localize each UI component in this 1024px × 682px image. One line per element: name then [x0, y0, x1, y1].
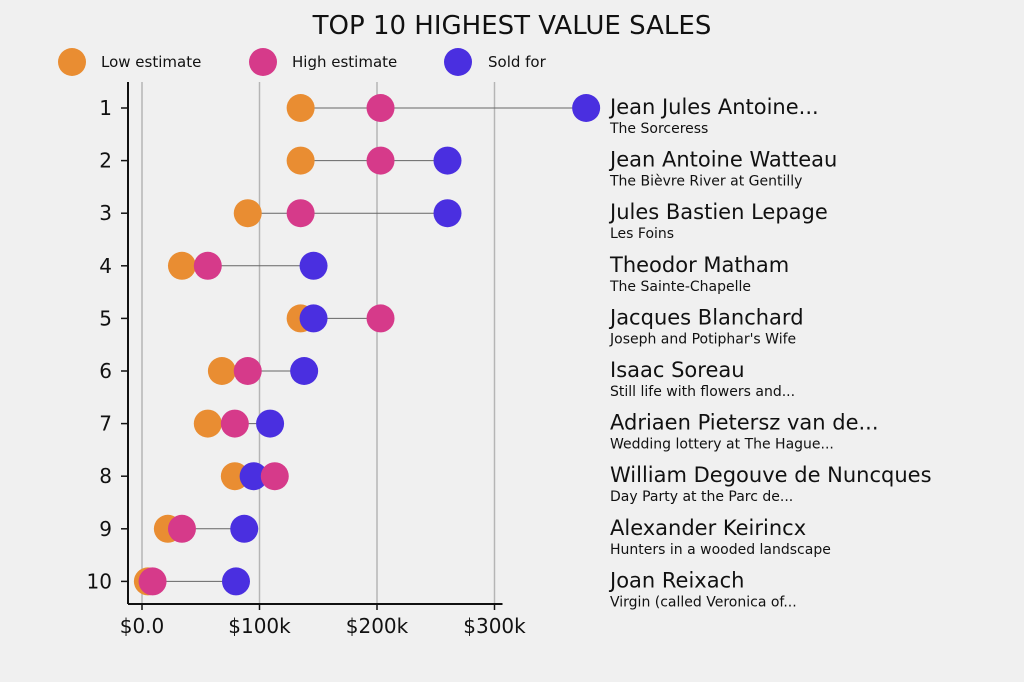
row-4: 4 Theodor Matham The Sainte-Chapelle	[99, 251, 789, 295]
row-5: 5 Jacques Blanchard Joseph and Potiphar's …	[99, 304, 804, 347]
high-marker	[366, 304, 395, 333]
row-10: 10 Joan Reixach Virgin (called Veronica of…	[87, 567, 797, 610]
legend-label-low: Low estimate	[101, 53, 201, 71]
low-marker	[193, 409, 222, 438]
artwork-title: Hunters in a wooded landscape	[610, 542, 831, 558]
artwork-title: Wedding lottery at The Hague...	[610, 437, 834, 453]
artwork-title: Virgin (called Veronica of...	[610, 594, 797, 610]
sold-marker	[572, 94, 601, 122]
high-marker	[138, 567, 167, 596]
low-marker	[207, 357, 236, 385]
high-marker	[366, 146, 395, 175]
legend: Low estimate High estimate Sold for	[58, 48, 547, 76]
high-marker	[220, 409, 249, 438]
artwork-title: Day Party at the Parc de...	[610, 489, 793, 505]
sold-marker	[433, 146, 462, 175]
legend-marker-high	[249, 48, 277, 76]
axes: $0.0 $100k $200k $300k	[120, 82, 526, 638]
high-marker	[233, 357, 262, 385]
row-7: 7 Adriaen Pietersz van de... Wedding lotte…	[99, 409, 879, 453]
artist-name: Theodor Matham	[609, 253, 789, 277]
sold-marker	[433, 199, 462, 228]
rank-label: 10	[87, 569, 112, 593]
row-8: 8 William Degouve de Nuncques Day Party at…	[99, 462, 932, 505]
rank-label: 9	[99, 517, 112, 541]
artist-name: William Degouve de Nuncques	[610, 463, 932, 487]
sold-marker	[299, 304, 328, 333]
rank-label: 6	[99, 359, 112, 383]
data-rows: 1 Jean Jules Antoine... The Sorceress 2 Jean…	[87, 94, 932, 610]
artist-name: Jean Jules Antoine...	[608, 95, 819, 119]
rank-label: 4	[99, 254, 112, 278]
row-1: 1 Jean Jules Antoine... The Sorceress	[99, 94, 819, 137]
low-marker	[286, 94, 315, 122]
artist-name: Isaac Soreau	[610, 358, 745, 382]
artist-name: Jacques Blanchard	[608, 305, 804, 329]
row-6: 6 Isaac Soreau Still life with flowers and…	[99, 357, 795, 400]
artwork-title: The Sainte-Chapelle	[609, 279, 751, 295]
rank-label: 7	[99, 412, 112, 436]
sold-marker	[239, 462, 268, 491]
artwork-title: Still life with flowers and...	[610, 384, 795, 400]
sold-marker	[299, 251, 328, 280]
x-tick-label: $0.0	[120, 614, 165, 638]
high-marker	[366, 94, 395, 122]
legend-marker-sold	[444, 48, 472, 76]
artist-name: Adriaen Pietersz van de...	[610, 411, 879, 435]
artwork-title: The Sorceress	[609, 121, 708, 137]
x-tick-label: $100k	[228, 614, 291, 638]
sold-marker	[256, 409, 285, 438]
rank-label: 1	[99, 96, 112, 120]
legend-marker-low	[58, 48, 86, 76]
low-marker	[286, 146, 315, 175]
high-marker	[167, 514, 196, 543]
artwork-title: Joseph and Potiphar's Wife	[609, 331, 796, 347]
high-marker	[286, 199, 315, 228]
low-marker	[233, 199, 262, 228]
artwork-title: The Bièvre River at Gentilly	[609, 174, 802, 190]
artist-name: Joan Reixach	[608, 568, 744, 592]
rank-label: 8	[99, 464, 112, 488]
row-2: 2 Jean Antoine Watteau The Bièvre River at…	[99, 146, 837, 190]
sold-marker	[222, 567, 250, 596]
artist-name: Jules Bastien Lepage	[608, 200, 828, 224]
rank-label: 5	[99, 306, 112, 330]
high-marker	[193, 251, 222, 280]
rank-label: 3	[99, 201, 112, 225]
low-marker	[167, 251, 196, 280]
legend-label-sold: Sold for	[488, 53, 547, 71]
x-tick-label: $200k	[346, 614, 409, 638]
chart-title: TOP 10 HIGHEST VALUE SALES	[312, 11, 712, 41]
legend-label-high: High estimate	[292, 53, 397, 71]
x-tick-label: $300k	[463, 614, 526, 638]
row-9: 9 Alexander Keirincx Hunters in a wooded l…	[99, 514, 831, 558]
artist-name: Jean Antoine Watteau	[608, 148, 837, 172]
artwork-title: Les Foins	[610, 226, 674, 242]
artist-name: Alexander Keirincx	[610, 516, 806, 540]
rank-label: 2	[99, 149, 112, 173]
row-3: 3 Jules Bastien Lepage Les Foins	[99, 199, 828, 242]
high-marker	[260, 462, 289, 491]
sold-marker	[290, 357, 319, 385]
sold-marker	[230, 514, 259, 543]
